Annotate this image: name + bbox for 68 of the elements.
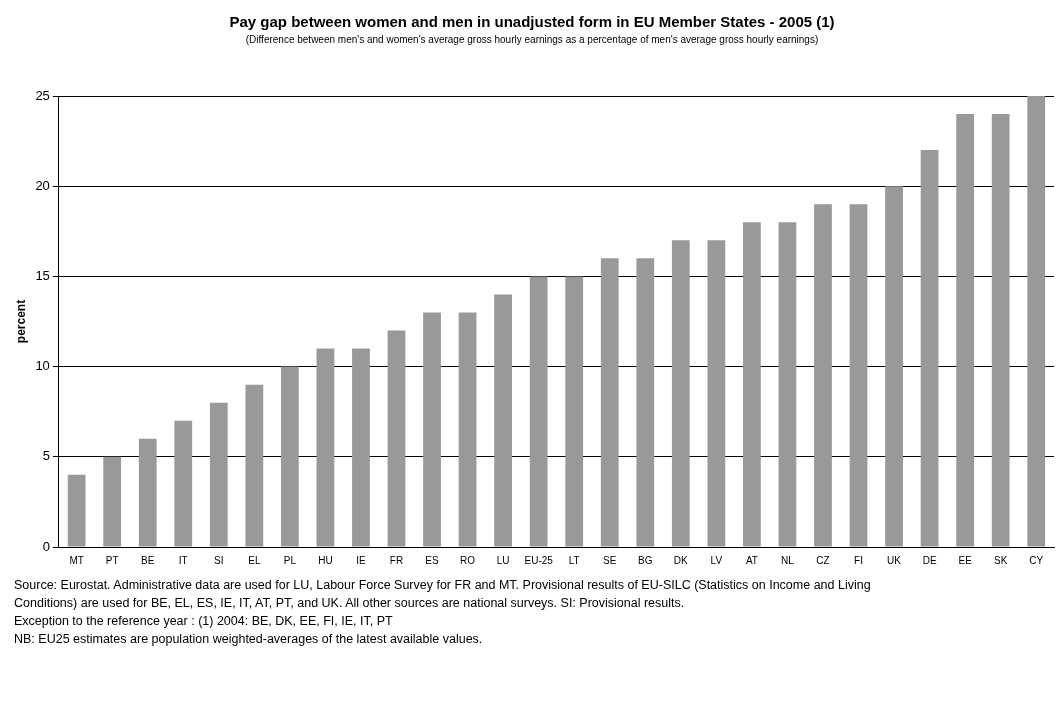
x-tick-label: LU	[496, 554, 510, 566]
bar	[778, 222, 797, 547]
bar	[138, 438, 157, 547]
x-tick-label: RO	[460, 554, 476, 566]
x-tick-label: SI	[214, 554, 224, 566]
bar	[849, 204, 868, 547]
y-tick-label: 20	[35, 177, 50, 193]
x-tick-label: DK	[673, 554, 689, 566]
x-tick-label: ES	[425, 554, 440, 566]
bar	[209, 402, 228, 547]
bar	[565, 276, 584, 547]
x-tick-label: HU	[318, 554, 333, 566]
bar	[814, 204, 832, 547]
bar	[991, 114, 1010, 547]
x-tick-label: BE	[141, 554, 155, 566]
bar	[885, 186, 903, 547]
bar	[423, 312, 441, 547]
bar	[494, 294, 512, 547]
x-tick-label: PL	[283, 554, 297, 566]
bar	[671, 240, 690, 547]
bar	[743, 222, 761, 547]
bar	[387, 330, 406, 547]
x-tick-label: EL	[248, 554, 261, 566]
bar	[316, 348, 335, 547]
x-tick-label: FR	[389, 554, 404, 566]
bar	[103, 456, 122, 547]
x-tick-label: AT	[745, 554, 758, 566]
x-tick-label: CY	[1029, 554, 1044, 566]
bar	[920, 150, 939, 547]
chart-subtitle: (Difference between men's and women's average gross hourly earnings as a percentage of men's average gross hourly earnings)	[245, 33, 819, 45]
x-tick-label: IT	[178, 554, 188, 566]
y-tick-label: 25	[35, 87, 50, 103]
x-tick-label: NL	[781, 554, 795, 566]
y-tick-label: 10	[35, 358, 50, 374]
x-tick-label: EE	[958, 554, 973, 566]
bar	[67, 474, 86, 547]
x-tick-label: LV	[710, 554, 723, 566]
bar	[636, 258, 655, 547]
x-tick-label: CZ	[816, 554, 830, 566]
bar	[352, 348, 370, 547]
x-tick-label: IE	[356, 554, 367, 566]
text: NB: EU25 estimates are population weighted-averages of the latest available values.	[14, 631, 484, 648]
x-tick-label: BG	[638, 554, 653, 566]
x-tick-label: DE	[922, 554, 937, 566]
x-tick-label: SE	[603, 554, 617, 566]
bar	[458, 312, 477, 547]
x-tick-label: MT	[69, 554, 84, 566]
x-tick-label: PT	[105, 554, 119, 566]
bar	[529, 276, 548, 547]
y-tick-label: 0	[42, 538, 50, 554]
y-tick-label: 5	[42, 448, 50, 464]
bar	[174, 420, 193, 547]
bar	[600, 258, 619, 547]
y-axis-title: percent	[13, 299, 28, 344]
bar	[280, 366, 299, 547]
x-tick-label: EU-25	[524, 554, 554, 566]
x-tick-label: SK	[994, 554, 1008, 566]
x-tick-label: LT	[568, 554, 580, 566]
bar	[956, 114, 975, 547]
x-tick-label: UK	[887, 554, 902, 566]
y-tick-label: 15	[35, 267, 50, 283]
chart-title: Pay gap between women and men in unadjusted form in EU Member States - 2005 (1)	[229, 13, 835, 31]
x-tick-label: FI	[854, 554, 863, 566]
bar	[1027, 96, 1046, 547]
bar	[245, 384, 264, 547]
text: Exception to the reference year : (1) 2004: BE, DK, EE, FI, IE, IT, PT	[14, 613, 394, 630]
bar	[707, 240, 726, 547]
source-note: Source: Eurostat. Administrative data are used for LU, Labour Force Survey for FR and MT. Provisional results of EU-SILC (Statistics on Income and Living Conditions) are used for BE, EL, ES, IE, IT, AT, PT, and UK. All other sources are national surveys. SI: Provisional results.	[14, 577, 872, 612]
